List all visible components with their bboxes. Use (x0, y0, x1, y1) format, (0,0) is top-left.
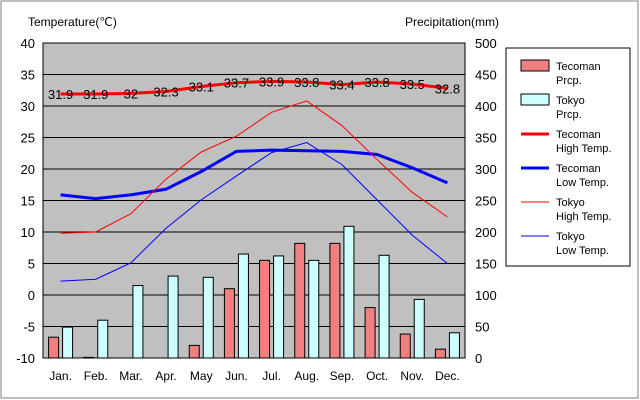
precipitation-tick-label: 0 (475, 351, 482, 366)
legend-label-tokyo-low-temp: Tokyo (556, 231, 585, 243)
month-tick-label: Oct. (366, 369, 388, 383)
tecoman-high-temp-data-label: 33.1 (189, 79, 214, 94)
precipitation-tick-label: 150 (475, 257, 497, 272)
tecoman-high-temp-data-label: 33.9 (259, 74, 284, 89)
legend-label-tokyo-precipitation: Tokyo (556, 95, 585, 107)
temperature-tick-label: 25 (21, 131, 35, 146)
tecoman-high-temp-data-label: 33.8 (294, 75, 319, 90)
precipitation-tick-label: 200 (475, 225, 497, 240)
temperature-tick-label: 0 (28, 288, 35, 303)
tecoman-high-temp-line (60, 79, 448, 96)
legend-label-tokyo-precipitation: Prcp. (556, 109, 582, 121)
legend-label-tokyo-high-temp: Tokyo (556, 197, 585, 209)
tecoman-precipitation-bar (399, 333, 411, 359)
temperature-axis-ticks: 40 35 30 25 20 15 10 5 0 -5 -10 (16, 36, 35, 366)
month-tick-label: Dec. (435, 369, 460, 383)
precipitation-bars (48, 225, 460, 359)
tecoman-precipitation-bar (223, 288, 235, 359)
legend-swatch-tokyo-precipitation (520, 93, 550, 106)
temperature-tick-label: 35 (21, 68, 35, 83)
legend-label-tecoman-low-temp: Tecoman (556, 163, 601, 175)
precipitation-tick-label: 400 (475, 99, 497, 114)
tokyo-precipitation-bar (97, 319, 109, 359)
tecoman-high-temp-data-label: 32.3 (153, 85, 178, 100)
temperature-tick-label: -5 (23, 320, 35, 335)
precipitation-axis-title: Precipitation(mm) (405, 15, 499, 29)
month-tick-label: Jan. (49, 369, 72, 383)
temperature-tick-label: 10 (21, 225, 35, 240)
tecoman-low-temp-line (60, 148, 449, 201)
legend-label-tecoman-precipitation: Prcp. (556, 75, 582, 87)
tecoman-precipitation-bar (188, 344, 200, 359)
legend-box (505, 47, 631, 267)
month-tick-label: Aug. (294, 369, 319, 383)
legend-label-tecoman-precipitation: Tecoman (556, 61, 601, 73)
temperature-tick-label: 20 (21, 162, 35, 177)
tokyo-high-temp-line (60, 100, 448, 234)
tecoman-high-temp-data-label: 33.5 (400, 77, 425, 92)
legend-swatch-tecoman-precipitation (520, 59, 550, 72)
tokyo-precipitation-bar (413, 298, 425, 359)
temperature-tick-label: 15 (21, 194, 35, 209)
precipitation-tick-label: 100 (475, 288, 497, 303)
tecoman-precipitation-bar (83, 356, 95, 359)
temperature-axis-title: Temperature(℃) (28, 15, 117, 29)
tecoman-high-temp-data-label: 33.4 (329, 78, 354, 93)
tecoman-high-temp-data-label: 33.7 (224, 76, 249, 91)
legend-label-tecoman-low-temp: Low Temp. (556, 177, 609, 189)
tokyo-precipitation-bar (343, 225, 355, 359)
precipitation-tick-label: 500 (475, 36, 497, 51)
tokyo-precipitation-bar (167, 275, 179, 359)
tecoman-precipitation-bar (364, 307, 376, 359)
tokyo-low-temp-line (60, 141, 448, 282)
legend-label-tokyo-high-temp: High Temp. (556, 211, 611, 223)
temperature-lines (60, 79, 449, 282)
tecoman-high-temp-data-label: 32 (124, 86, 138, 101)
tokyo-precipitation-bar (308, 259, 320, 359)
month-tick-label: Sep. (330, 369, 355, 383)
tokyo-precipitation-bar (132, 285, 144, 359)
precipitation-tick-label: 50 (475, 320, 489, 335)
temperature-tick-label: 40 (21, 36, 35, 51)
legend-label-tokyo-low-temp: Low Temp. (556, 245, 609, 257)
temperature-tick-label: 5 (28, 257, 35, 272)
legend-label-tecoman-high-temp: High Temp. (556, 143, 611, 155)
tokyo-precipitation-bar (237, 253, 249, 359)
month-tick-label: Mar. (119, 369, 142, 383)
tecoman-precipitation-bar (434, 348, 446, 359)
month-tick-label: Jun. (225, 369, 248, 383)
tecoman-precipitation-bar (48, 336, 60, 359)
tecoman-precipitation-bar (259, 259, 271, 359)
tokyo-precipitation-bar (62, 326, 74, 359)
month-tick-label: Apr. (155, 369, 176, 383)
legend-label-tecoman-high-temp: Tecoman (556, 129, 601, 141)
tokyo-precipitation-bar (448, 332, 460, 359)
tokyo-precipitation-bar (378, 254, 390, 359)
tecoman-precipitation-bar (329, 242, 341, 359)
tecoman-high-temp-data-label: 33.8 (364, 75, 389, 90)
data-labels: 31.9 31.9 32 32.3 33.1 33.7 33.9 33.8 33.4 33.8 33… (48, 74, 460, 102)
tecoman-high-temp-data-label: 31.9 (83, 87, 108, 102)
tecoman-precipitation-bar (294, 242, 306, 359)
tecoman-high-temp-data-label: 32.8 (435, 81, 460, 96)
legend: Tecoman Prcp. Tokyo Prcp. Tecoman High Temp. T… (505, 47, 631, 267)
temperature-tick-label: 30 (21, 99, 35, 114)
tokyo-precipitation-bar (202, 276, 214, 359)
month-tick-label: Jul. (262, 369, 281, 383)
precipitation-tick-label: 450 (475, 68, 497, 83)
precipitation-tick-label: 350 (475, 131, 497, 146)
temperature-tick-label: -10 (16, 351, 35, 366)
precipitation-tick-label: 250 (475, 194, 497, 209)
month-tick-label: Nov. (400, 369, 424, 383)
month-axis-ticks: Jan. Feb. Mar. Apr. May Jun. Jul. Aug. Sep. Oct. N… (49, 369, 460, 383)
month-tick-label: Feb. (84, 369, 108, 383)
grid-lines (43, 74, 465, 327)
precipitation-tick-label: 300 (475, 162, 497, 177)
tecoman-high-temp-data-label: 31.9 (48, 87, 73, 102)
tokyo-precipitation-bar (273, 255, 285, 359)
month-tick-label: May (190, 369, 213, 383)
